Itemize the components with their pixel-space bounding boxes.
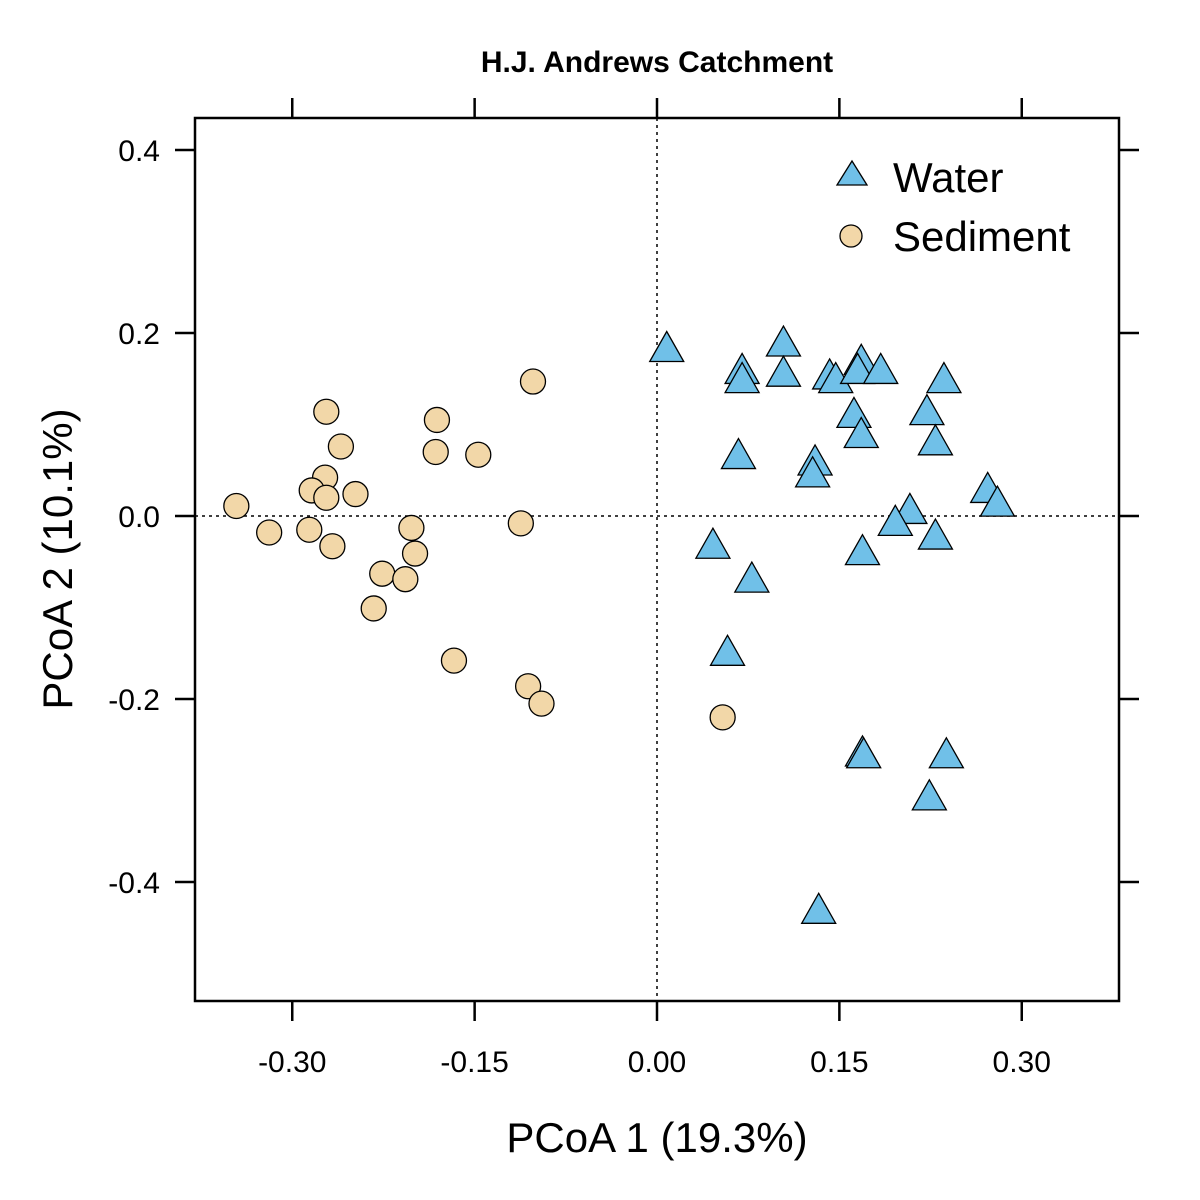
y-axis-label: PCoA 2 (10.1%) bbox=[34, 408, 81, 709]
x-tick-label: -0.15 bbox=[440, 1046, 508, 1079]
water-point bbox=[733, 560, 770, 593]
sediment-point bbox=[342, 480, 369, 508]
sediment-point bbox=[369, 560, 396, 587]
chart-title: H.J. Andrews Catchment bbox=[481, 46, 833, 79]
x-tick-label: -0.30 bbox=[258, 1046, 326, 1079]
y-tick-label: 0.2 bbox=[118, 318, 160, 351]
legend-label-sediment: Sediment bbox=[893, 213, 1071, 260]
sediment-point bbox=[440, 647, 468, 674]
water-point bbox=[979, 484, 1016, 517]
reference-lines bbox=[195, 118, 1119, 1001]
sediment-point bbox=[256, 519, 283, 546]
water-point bbox=[723, 361, 761, 394]
y-tick-label: -0.4 bbox=[108, 867, 160, 900]
water-point bbox=[862, 352, 899, 385]
x-axis-label: PCoA 1 (19.3%) bbox=[506, 1114, 807, 1161]
sediment-point bbox=[313, 398, 340, 425]
axis-ticks bbox=[175, 98, 1139, 1021]
water-point bbox=[765, 324, 802, 357]
water-point bbox=[694, 526, 732, 559]
water-point bbox=[925, 361, 963, 394]
sediment-point bbox=[528, 690, 555, 717]
x-tick-label: 0.15 bbox=[810, 1046, 868, 1079]
water-point bbox=[794, 455, 831, 488]
water-point bbox=[720, 437, 757, 470]
water-point bbox=[917, 423, 954, 456]
water-point bbox=[648, 330, 685, 363]
water-point bbox=[709, 633, 746, 666]
sediment-point bbox=[465, 441, 492, 468]
sediment-point bbox=[398, 514, 425, 542]
sediment-point bbox=[313, 484, 340, 511]
sediment-point bbox=[401, 540, 429, 567]
sediment-point bbox=[319, 533, 346, 560]
sediment-point bbox=[392, 566, 419, 593]
legend-label-water: Water bbox=[893, 154, 1003, 201]
sediment-point bbox=[327, 433, 355, 460]
water-point bbox=[765, 354, 802, 387]
water-point bbox=[800, 892, 837, 924]
y-tick-label: -0.2 bbox=[108, 684, 160, 717]
water-point bbox=[908, 393, 946, 426]
sediment-point bbox=[360, 595, 387, 622]
legend-sediment-circle-icon bbox=[839, 224, 863, 248]
water-point bbox=[911, 778, 948, 811]
sediment-point bbox=[514, 673, 542, 700]
sediment-point bbox=[519, 368, 547, 395]
tick-labels: -0.30 -0.15 0.00 0.15 0.30 -0.4 -0.2 0.0 0.2 0.4 bbox=[108, 135, 1051, 1079]
water-point bbox=[843, 416, 880, 449]
sediment-point bbox=[423, 406, 451, 434]
water-point bbox=[877, 504, 914, 537]
legend: Water Sediment bbox=[835, 154, 1071, 260]
sediment-point bbox=[296, 516, 323, 543]
water-point bbox=[845, 736, 882, 769]
sediment-point bbox=[422, 438, 449, 466]
data-points bbox=[223, 324, 1016, 924]
water-point bbox=[917, 517, 954, 550]
y-tick-label: 0.0 bbox=[118, 501, 160, 534]
plot-frame bbox=[193, 116, 1121, 1003]
y-tick-label: 0.4 bbox=[118, 135, 160, 168]
water-point bbox=[844, 533, 881, 566]
water-point bbox=[835, 396, 873, 429]
water-point bbox=[839, 352, 876, 385]
x-tick-label: 0.30 bbox=[993, 1046, 1051, 1079]
sediment-point bbox=[709, 704, 736, 731]
legend-water-triangle-icon bbox=[835, 159, 869, 186]
sediment-point bbox=[223, 492, 250, 520]
x-tick-label: 0.00 bbox=[628, 1046, 686, 1079]
sediment-point bbox=[507, 510, 534, 537]
water-point bbox=[928, 736, 965, 769]
